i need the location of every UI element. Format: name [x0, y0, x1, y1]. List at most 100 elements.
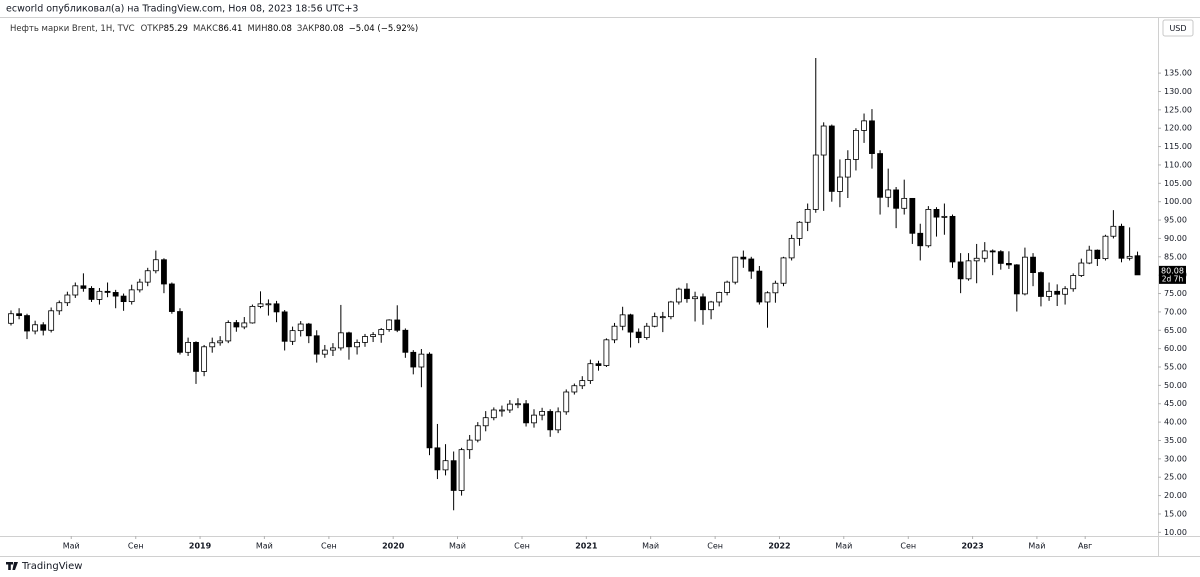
candle-body	[547, 411, 554, 431]
candle-body	[410, 351, 417, 368]
x-tick-label: Май	[835, 542, 852, 551]
footer: TradingView	[21, 561, 82, 572]
countdown: 2d 7h	[1162, 274, 1184, 283]
candle-body	[402, 329, 409, 353]
candle-body	[128, 289, 135, 303]
candle-body	[362, 336, 368, 343]
candle-body	[603, 339, 610, 366]
candle-body	[1110, 225, 1117, 237]
x-tick-label: Май	[642, 542, 659, 551]
candle-body	[675, 288, 682, 303]
candle-body	[1118, 225, 1125, 259]
candle-body	[450, 460, 457, 491]
candle-body	[354, 341, 360, 348]
x-tick-label: 2019	[189, 542, 212, 551]
candle-body	[168, 283, 175, 312]
candle-body	[925, 209, 932, 247]
candle-body	[458, 449, 465, 491]
x-tick-label: Сен	[900, 542, 916, 551]
candle-body	[370, 334, 377, 337]
candle-body	[201, 346, 208, 372]
candle-body	[249, 305, 256, 324]
candle-body	[853, 130, 859, 160]
high-label: МАКС	[193, 24, 218, 34]
candle-body	[378, 329, 385, 336]
candle-body	[1030, 256, 1036, 273]
candle-body	[659, 316, 666, 319]
candle-body	[668, 301, 674, 318]
candle-body	[1038, 272, 1044, 297]
candle-body	[193, 341, 199, 372]
currency-button[interactable]	[1162, 19, 1194, 37]
y-tick-label: 15.00	[1164, 509, 1187, 518]
candle-body	[386, 319, 393, 330]
candle-body	[490, 409, 497, 419]
candle-body	[523, 403, 529, 424]
candle-body	[643, 325, 650, 339]
candle-body	[885, 189, 892, 198]
y-tick-label: 95.00	[1164, 216, 1187, 225]
y-tick-label: 75.00	[1164, 289, 1187, 298]
candle-body	[756, 270, 763, 303]
candle-body	[861, 120, 867, 131]
y-tick-label: 20.00	[1164, 491, 1187, 500]
x-tick-label: Сен	[321, 542, 337, 551]
candle-body	[563, 391, 570, 413]
candle-body	[120, 295, 127, 303]
candle-body	[595, 363, 602, 366]
y-tick-label: 85.00	[1164, 252, 1187, 261]
candle-body	[555, 411, 562, 431]
candle-body	[877, 153, 883, 198]
candle-body	[1094, 249, 1101, 260]
y-tick-label: 30.00	[1164, 454, 1187, 463]
candle-body	[941, 215, 948, 218]
candle-body	[708, 301, 714, 311]
candle-body	[619, 314, 626, 327]
x-tick-label: Сен	[514, 542, 530, 551]
candle-body	[273, 303, 280, 313]
candle-body	[828, 125, 835, 192]
x-tick-label: Сен	[707, 542, 723, 551]
published-header: ecworld опубликовал(а) на TradingView.co…	[6, 4, 358, 15]
x-tick-label: 2021	[575, 542, 598, 551]
candle-body	[700, 296, 706, 311]
high-value: 86.41	[218, 24, 242, 34]
y-tick-label: 125.00	[1164, 105, 1192, 114]
candle-body	[64, 294, 71, 304]
candle-body	[434, 447, 441, 471]
candle-body	[24, 315, 30, 332]
candle-body	[989, 250, 996, 253]
change: −5.04 (−5.92%)	[349, 24, 419, 34]
candle-body	[321, 349, 328, 355]
candle-body	[796, 221, 803, 239]
candle-body	[780, 257, 787, 284]
candle-body	[56, 302, 63, 312]
candle-body	[337, 332, 344, 349]
candle-body	[346, 332, 352, 348]
y-tick-label: 90.00	[1164, 234, 1187, 243]
y-tick-label: 45.00	[1164, 399, 1187, 408]
low-value: 80.08	[268, 24, 292, 34]
y-tick-label: 70.00	[1164, 307, 1187, 316]
y-tick-label: 135.00	[1164, 69, 1192, 78]
candle-body	[837, 176, 843, 192]
candle-body	[949, 215, 956, 263]
candle-body	[104, 290, 111, 293]
candle-body	[997, 251, 1004, 264]
price-tag-label: 80.08	[1161, 266, 1184, 275]
candle-body	[80, 285, 87, 289]
candle-body	[482, 417, 489, 427]
symbol: Нефть марки Brent, 1Н, TVC	[10, 24, 135, 34]
candle-body	[1126, 255, 1133, 259]
x-tick-label: 2023	[961, 542, 983, 551]
candle-body	[764, 292, 771, 303]
candle-body	[692, 296, 698, 300]
candle-body	[305, 323, 312, 337]
candle-body	[869, 120, 875, 154]
candle-body	[917, 232, 924, 247]
candle-body	[289, 330, 296, 342]
candle-body	[16, 313, 22, 316]
x-tick-label: 2020	[382, 542, 405, 551]
candle-body	[684, 288, 690, 300]
candle-body	[177, 311, 183, 353]
